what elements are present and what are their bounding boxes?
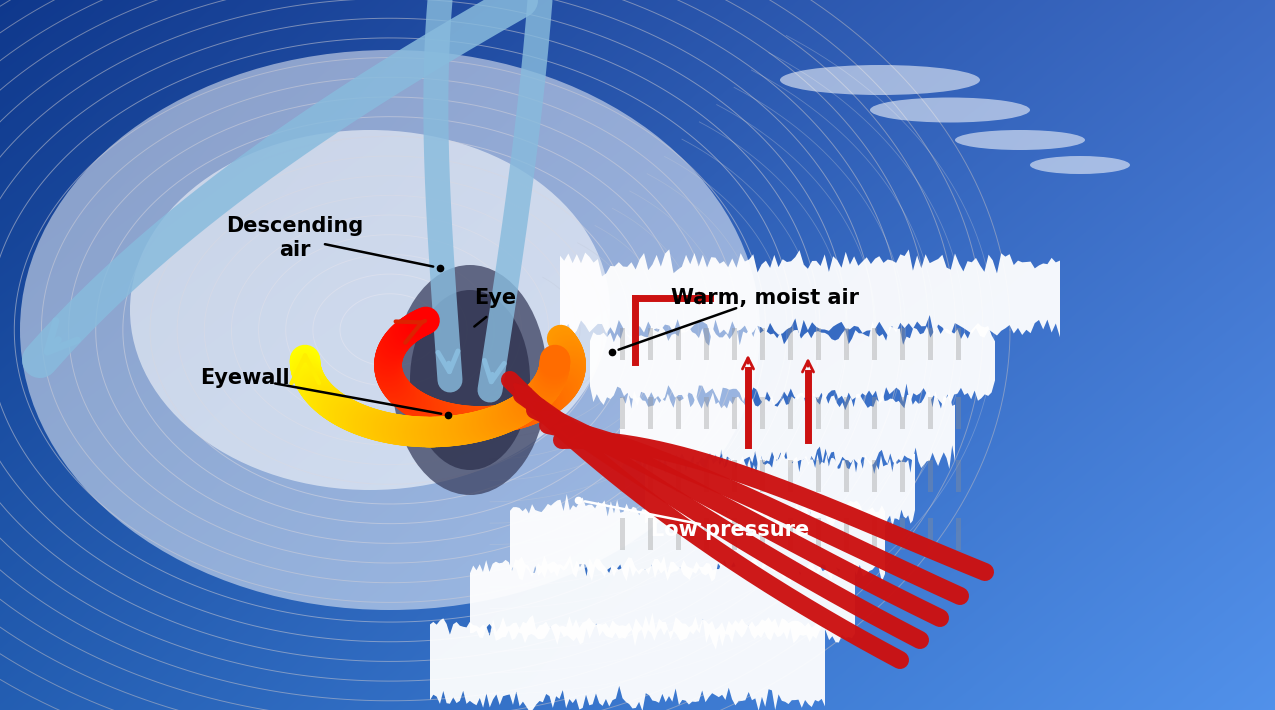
Bar xyxy=(648,460,653,492)
Text: Eye: Eye xyxy=(474,288,516,308)
Ellipse shape xyxy=(870,97,1030,123)
Bar xyxy=(928,518,933,550)
Bar xyxy=(788,460,793,492)
Bar xyxy=(900,460,905,492)
Text: Eyewall: Eyewall xyxy=(200,368,289,388)
Bar xyxy=(760,460,765,492)
Bar xyxy=(788,397,793,429)
Bar xyxy=(816,328,821,360)
Bar xyxy=(872,518,877,550)
Polygon shape xyxy=(470,555,856,650)
Bar xyxy=(928,328,933,360)
Bar xyxy=(760,518,765,550)
Bar xyxy=(704,328,709,360)
Bar xyxy=(704,518,709,550)
Polygon shape xyxy=(510,494,885,583)
Bar xyxy=(872,460,877,492)
Bar xyxy=(956,460,961,492)
Text: Low pressure: Low pressure xyxy=(650,520,810,540)
Bar xyxy=(648,518,653,550)
Polygon shape xyxy=(620,391,955,471)
Bar xyxy=(956,328,961,360)
Bar xyxy=(648,397,653,429)
Bar xyxy=(956,397,961,429)
Bar xyxy=(928,460,933,492)
Bar xyxy=(760,328,765,360)
Bar xyxy=(620,518,625,550)
Bar xyxy=(900,397,905,429)
Bar xyxy=(816,460,821,492)
Polygon shape xyxy=(590,321,994,406)
Bar xyxy=(732,518,737,550)
Bar xyxy=(676,518,681,550)
Bar xyxy=(900,518,905,550)
Bar xyxy=(732,460,737,492)
Bar xyxy=(816,518,821,550)
Bar xyxy=(956,518,961,550)
Bar xyxy=(872,328,877,360)
Ellipse shape xyxy=(955,130,1085,150)
Bar xyxy=(816,397,821,429)
Bar xyxy=(620,460,625,492)
Bar xyxy=(844,518,849,550)
Polygon shape xyxy=(430,613,825,710)
Bar xyxy=(788,518,793,550)
Bar xyxy=(788,328,793,360)
Bar xyxy=(928,397,933,429)
Bar xyxy=(760,397,765,429)
Bar xyxy=(844,460,849,492)
Bar xyxy=(732,397,737,429)
Bar xyxy=(676,328,681,360)
Bar xyxy=(648,328,653,360)
Ellipse shape xyxy=(393,265,547,495)
Text: Warm, moist air: Warm, moist air xyxy=(671,288,859,308)
Bar xyxy=(676,397,681,429)
Bar xyxy=(844,328,849,360)
Bar xyxy=(704,397,709,429)
Text: Descending
air: Descending air xyxy=(227,217,363,260)
Bar xyxy=(676,460,681,492)
Ellipse shape xyxy=(1030,156,1130,174)
Ellipse shape xyxy=(20,50,760,610)
Ellipse shape xyxy=(130,130,609,490)
Bar xyxy=(872,397,877,429)
Bar xyxy=(900,328,905,360)
Bar xyxy=(732,328,737,360)
Bar xyxy=(704,460,709,492)
Polygon shape xyxy=(645,452,915,530)
Polygon shape xyxy=(560,249,1060,340)
Bar xyxy=(620,328,625,360)
Ellipse shape xyxy=(411,290,530,470)
Ellipse shape xyxy=(780,65,980,95)
Bar xyxy=(620,397,625,429)
Bar xyxy=(844,397,849,429)
